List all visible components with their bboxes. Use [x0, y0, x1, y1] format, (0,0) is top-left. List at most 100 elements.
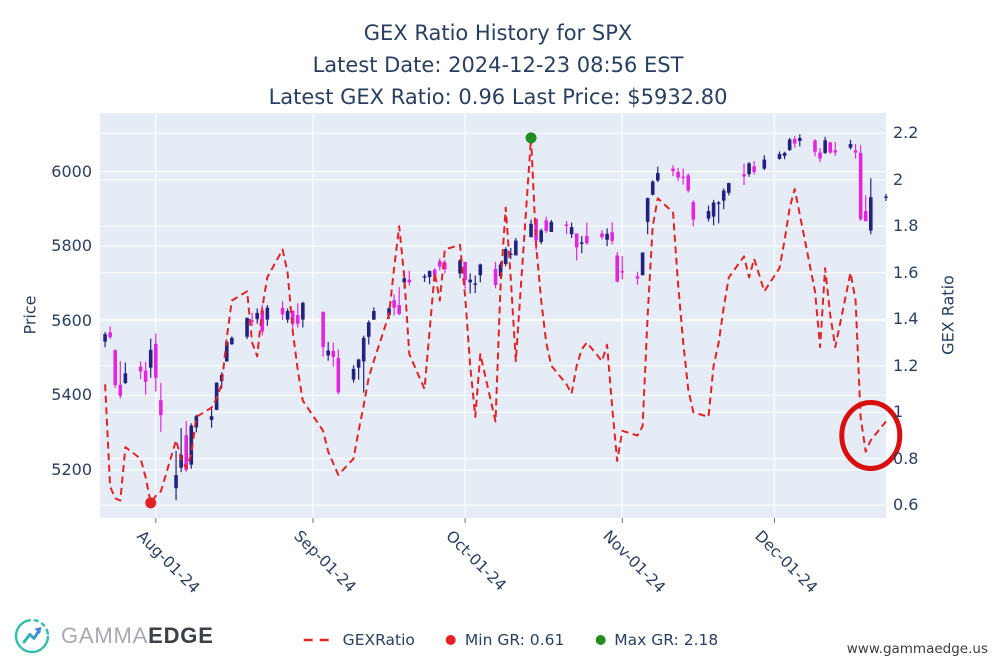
legend-item-gexratio: GEXRatio	[303, 631, 415, 649]
price-tick-label: 6000	[51, 161, 92, 181]
candle-down	[392, 300, 396, 308]
chart-title: GEX Ratio History for SPX	[363, 21, 633, 45]
candle-down	[493, 268, 498, 285]
candle-up	[747, 163, 751, 175]
candle-up	[777, 154, 782, 159]
candle-down	[407, 279, 412, 283]
candle-down	[321, 311, 325, 348]
price-tick-label: 5400	[51, 385, 92, 405]
candle-down	[250, 320, 254, 322]
candle-up	[549, 221, 554, 232]
candle-down	[676, 171, 680, 178]
price-tick-label: 5600	[51, 310, 92, 330]
candle-down	[833, 150, 838, 153]
legend-label: Min GR: 0.61	[464, 631, 565, 649]
candle-down	[585, 236, 589, 244]
gex-ratio-axis-title: GEX Ratio	[938, 275, 958, 355]
candle-up	[209, 416, 214, 420]
candle-down	[138, 366, 143, 372]
candle-down	[397, 305, 401, 315]
gex-tick-label: 1.6	[893, 262, 919, 282]
candle-down	[295, 315, 300, 324]
candle-down	[153, 343, 158, 378]
candle-up	[721, 190, 726, 201]
candle-up	[230, 337, 234, 345]
website-url: www.gammaedge.us	[846, 641, 988, 657]
candle-down	[544, 220, 549, 231]
candle-down	[143, 370, 148, 382]
candle-up	[245, 317, 249, 337]
logo-text-gamma: GAMMA	[61, 623, 149, 648]
green-dot-icon	[595, 635, 606, 645]
candle-up	[884, 196, 888, 198]
candle-up	[605, 233, 609, 240]
gex-tick-label: 1.2	[893, 355, 919, 375]
candle-down	[290, 310, 295, 324]
candle-up	[640, 252, 645, 276]
candle-down	[443, 262, 447, 270]
candle-down	[686, 175, 691, 191]
min-gr-marker	[145, 497, 157, 509]
gex-tick-label: 1.8	[893, 216, 919, 236]
gex-tick-label: 1	[893, 402, 904, 422]
candle-up	[848, 143, 853, 148]
candle-down	[113, 350, 118, 386]
candle-down	[691, 202, 696, 220]
candle-up	[645, 198, 650, 222]
candle-up	[473, 283, 478, 285]
candle-up	[361, 337, 366, 362]
candle-up	[458, 260, 462, 274]
gammaedge-wordmark: GAMMAEDGE	[61, 623, 214, 649]
candle-down	[280, 308, 285, 315]
candle-up	[179, 454, 183, 468]
gammaedge-logo-icon	[14, 618, 50, 654]
candle-up	[255, 312, 259, 320]
candle-up	[579, 242, 584, 244]
candle-down	[853, 150, 858, 153]
candle-up	[366, 322, 371, 337]
candle-up	[514, 240, 518, 256]
price-tick-label: 5200	[51, 459, 92, 479]
candle-up	[539, 230, 543, 243]
candle-up	[762, 159, 767, 169]
logo-text-edge: EDGE	[148, 623, 214, 648]
candle-up	[503, 249, 508, 265]
gex-tick-label: 2	[893, 169, 904, 189]
candle-up	[868, 197, 873, 231]
plot-background	[100, 113, 886, 518]
candle-down	[671, 168, 675, 172]
candle-up	[711, 202, 716, 217]
gex-ratio-line	[104, 136, 887, 504]
candle-down	[681, 176, 685, 179]
candle-down	[610, 232, 614, 241]
candle-up	[356, 359, 361, 368]
candle-up	[326, 350, 330, 356]
candle-down	[108, 332, 112, 338]
candle-up	[189, 425, 194, 465]
candle-down	[437, 261, 442, 267]
candle-down	[858, 152, 863, 220]
candle-down	[331, 350, 336, 357]
candle-up	[478, 264, 483, 276]
candle-up	[103, 334, 107, 342]
candle-down	[463, 261, 467, 281]
candle-up	[529, 223, 533, 238]
dashed-line-icon	[303, 638, 334, 642]
candle-down	[615, 255, 620, 282]
candle-up	[123, 373, 128, 383]
legend-label: Max GR: 2.18	[614, 631, 719, 649]
candle-up	[387, 308, 391, 316]
candle-down	[635, 276, 640, 279]
candle-up	[402, 278, 407, 283]
candle-down	[742, 174, 746, 177]
gex-tick-label: 0.8	[893, 448, 919, 468]
candle-up	[797, 137, 802, 141]
candle-up	[650, 181, 655, 195]
candle-down	[813, 140, 817, 152]
price-tick-label: 5800	[51, 236, 92, 256]
red-dot-icon	[445, 635, 456, 645]
annotation-circle	[839, 399, 903, 471]
gex-tick-label: 2.2	[893, 123, 919, 143]
